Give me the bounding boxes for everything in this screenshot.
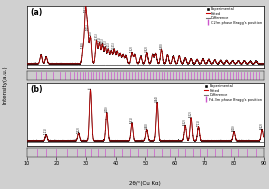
- Text: 2θ/°(Cu Kα): 2θ/°(Cu Kα): [129, 181, 161, 186]
- Text: (711): (711): [197, 119, 200, 126]
- Text: (622): (622): [183, 118, 187, 125]
- Text: (221): (221): [83, 5, 87, 12]
- Text: Ē: Ē: [89, 88, 93, 89]
- Text: (a): (a): [30, 8, 43, 17]
- Text: (131): (131): [97, 36, 101, 43]
- Text: (-311): (-311): [106, 41, 110, 49]
- Text: (400): (400): [105, 106, 109, 112]
- Text: (222): (222): [77, 126, 81, 133]
- Text: (130): (130): [89, 30, 93, 37]
- Text: (401): (401): [100, 37, 104, 44]
- Text: (822): (822): [260, 122, 264, 129]
- Text: (530): (530): [160, 42, 164, 49]
- Text: (531): (531): [130, 116, 134, 122]
- Text: (b): (b): [30, 85, 43, 94]
- Text: (332): (332): [145, 45, 149, 52]
- Legend: Experimental, Fitted, Difference, C2/m phase Bragg's position: Experimental, Fitted, Difference, C2/m p…: [206, 7, 263, 25]
- Legend: Experimental, Fitted, Difference, Fd-3m phase Bragg's position: Experimental, Fitted, Difference, Fd-3m …: [204, 84, 263, 102]
- Text: (132): (132): [130, 45, 134, 52]
- Text: (201): (201): [86, 23, 90, 30]
- Text: (-221): (-221): [112, 41, 116, 49]
- Text: (111): (111): [44, 127, 48, 134]
- Text: (-131): (-131): [103, 39, 107, 47]
- Text: (-131): (-131): [94, 33, 98, 40]
- Text: (444): (444): [155, 95, 159, 102]
- Text: (130): (130): [81, 41, 85, 48]
- Text: (622): (622): [189, 111, 193, 117]
- Text: Intensity(a.u.): Intensity(a.u.): [3, 66, 8, 104]
- Text: (800): (800): [232, 125, 236, 131]
- Text: (440): (440): [145, 122, 149, 129]
